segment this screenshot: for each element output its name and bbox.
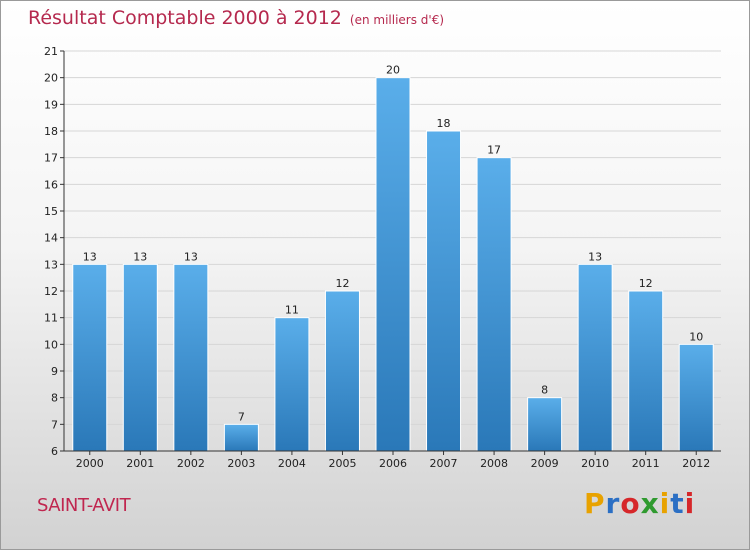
bar-2008 bbox=[476, 157, 512, 452]
y-tick-label: 9 bbox=[51, 365, 58, 378]
bar-value-label: 13 bbox=[133, 250, 147, 263]
bar-value-label: 18 bbox=[437, 117, 451, 130]
y-tick-label: 14 bbox=[44, 232, 58, 245]
y-tick-label: 18 bbox=[44, 125, 58, 138]
logo-letter: P bbox=[584, 487, 606, 520]
x-axis: 2000 2001 2002 2003 2004 2005 2006 2007 2008 2009… bbox=[64, 450, 721, 470]
bar-value-label: 20 bbox=[386, 64, 400, 77]
x-tick-label: 2002 bbox=[177, 457, 205, 470]
proxiti-logo: Proxiti bbox=[584, 487, 695, 520]
bar-2007 bbox=[426, 130, 462, 452]
x-tick-label: 2010 bbox=[581, 457, 609, 470]
y-tick-label: 13 bbox=[44, 258, 58, 271]
bar-2006 bbox=[375, 77, 411, 452]
bar-2011 bbox=[628, 290, 664, 452]
y-tick-label: 19 bbox=[44, 98, 58, 111]
y-tick-label: 15 bbox=[44, 205, 58, 218]
bar-value-label: 10 bbox=[689, 330, 703, 343]
logo-letter: t bbox=[670, 487, 685, 520]
bar-value-label: 12 bbox=[639, 277, 653, 290]
chart-title: Résultat Comptable 2000 à 2012 (en millie… bbox=[28, 7, 444, 29]
x-tick-label: 2006 bbox=[379, 457, 407, 470]
y-tick-label: 6 bbox=[51, 445, 58, 458]
bars: 13 13 13 7 11 12 20 18 17 8 13 12 10 bbox=[72, 64, 714, 452]
x-tick-label: 2000 bbox=[76, 457, 104, 470]
bar-2012 bbox=[678, 343, 714, 452]
bar-2001 bbox=[122, 263, 158, 452]
x-tick-label: 2008 bbox=[480, 457, 508, 470]
bar-value-label: 12 bbox=[335, 277, 349, 290]
bar-2005 bbox=[324, 290, 360, 452]
bar-2000 bbox=[72, 263, 108, 452]
bar-2003 bbox=[223, 423, 259, 452]
bar-value-label: 13 bbox=[588, 250, 602, 263]
bar-value-label: 13 bbox=[184, 250, 198, 263]
logo-letter: x bbox=[640, 487, 660, 520]
x-tick-label: 2005 bbox=[328, 457, 356, 470]
commune-name: SAINT-AVIT bbox=[37, 495, 131, 516]
logo-letter: r bbox=[605, 487, 621, 520]
x-tick-label: 2003 bbox=[227, 457, 255, 470]
y-tick-label: 7 bbox=[51, 418, 58, 431]
y-tick-label: 16 bbox=[44, 178, 58, 191]
y-tick-label: 10 bbox=[44, 338, 58, 351]
logo-letter: o bbox=[620, 487, 641, 520]
y-tick-label: 17 bbox=[44, 152, 58, 165]
bar-2009 bbox=[527, 397, 563, 452]
y-tick-label: 21 bbox=[44, 45, 58, 58]
bar-2002 bbox=[173, 263, 209, 452]
y-tick-label: 11 bbox=[44, 312, 58, 325]
logo-letter: i bbox=[659, 487, 671, 520]
bar-value-label: 17 bbox=[487, 144, 501, 157]
chart-subtitle: (en milliers d'€) bbox=[349, 13, 445, 27]
y-tick-label: 8 bbox=[51, 392, 58, 405]
y-tick-label: 12 bbox=[44, 285, 58, 298]
chart-title-text: Résultat Comptable 2000 à 2012 bbox=[28, 7, 342, 29]
x-tick-label: 2012 bbox=[682, 457, 710, 470]
bar-value-label: 11 bbox=[285, 304, 299, 317]
x-tick-label: 2007 bbox=[430, 457, 458, 470]
bar-2004 bbox=[274, 317, 310, 452]
logo-letter: i bbox=[684, 487, 696, 520]
x-tick-label: 2001 bbox=[126, 457, 154, 470]
x-tick-label: 2011 bbox=[632, 457, 660, 470]
y-axis: 6 7 8 9 10 11 12 13 14 15 16 17 18 19 20 21 bbox=[44, 45, 65, 458]
bar-value-label: 7 bbox=[238, 410, 245, 423]
bar-value-label: 13 bbox=[83, 250, 97, 263]
x-tick-label: 2004 bbox=[278, 457, 306, 470]
x-tick-label: 2009 bbox=[531, 457, 559, 470]
bar-value-label: 8 bbox=[541, 384, 548, 397]
bar-2010 bbox=[577, 263, 613, 452]
y-tick-label: 20 bbox=[44, 72, 58, 85]
